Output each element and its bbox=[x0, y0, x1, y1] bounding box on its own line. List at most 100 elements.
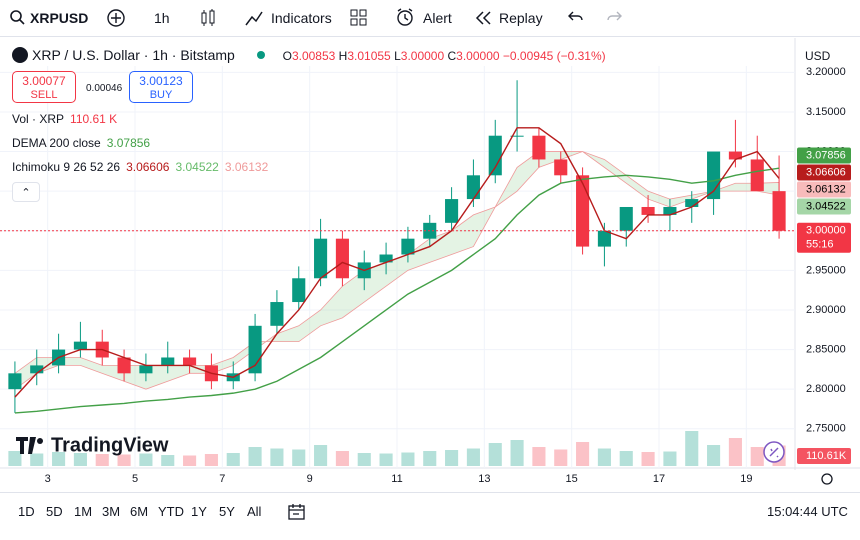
candle-body bbox=[335, 238, 349, 279]
watermark-text: TradingView bbox=[51, 434, 169, 456]
symbol[interactable]: XRPUSD bbox=[30, 10, 89, 26]
candle-body bbox=[8, 373, 22, 390]
sell-label: SELL bbox=[30, 89, 58, 101]
chart-type[interactable] bbox=[199, 8, 217, 28]
volume-bar bbox=[576, 442, 590, 466]
volume-bar bbox=[466, 448, 480, 466]
candle-body bbox=[117, 357, 131, 374]
indicator-value: 110.61 K bbox=[70, 112, 118, 126]
x-tick-label: 3 bbox=[45, 473, 51, 485]
y-tick-label: 2.80000 bbox=[806, 383, 846, 395]
volume-bar bbox=[30, 453, 44, 466]
candle-body bbox=[488, 135, 502, 176]
alert-icon[interactable] bbox=[395, 7, 415, 27]
currency[interactable]: USD bbox=[805, 49, 831, 63]
price-label: 3.06606 bbox=[806, 166, 846, 178]
y-tick-label: 2.95000 bbox=[806, 264, 846, 276]
candle-body bbox=[772, 191, 786, 231]
x-tick-label: 9 bbox=[307, 473, 313, 485]
header-title: XRP / U.S. Dollar · 1h · Bitstamp bbox=[32, 47, 235, 63]
indicator-name: Vol · XRP bbox=[12, 112, 65, 126]
watermark-logo-dot bbox=[37, 438, 43, 444]
volume-bar bbox=[707, 445, 721, 466]
y-tick-label: 3.15000 bbox=[806, 106, 846, 118]
replay-button[interactable]: Replay bbox=[499, 10, 543, 26]
o-label: O bbox=[282, 49, 292, 63]
volume-bar bbox=[597, 448, 611, 466]
redo[interactable] bbox=[605, 9, 623, 25]
indicator-value: 3.06132 bbox=[224, 160, 269, 174]
candle-body bbox=[30, 365, 44, 374]
volume-bar bbox=[117, 454, 131, 466]
candle-body bbox=[183, 357, 197, 366]
candle-body bbox=[161, 357, 175, 366]
buy-label: BUY bbox=[149, 89, 173, 101]
candle-body bbox=[314, 238, 328, 279]
indicators-icon[interactable] bbox=[244, 8, 264, 28]
price-label-box bbox=[797, 198, 851, 215]
volume-bar bbox=[510, 440, 524, 466]
range-button[interactable]: 1M bbox=[74, 504, 93, 519]
candle-body bbox=[663, 206, 677, 215]
date-range-icon[interactable] bbox=[287, 502, 307, 522]
volume-bar bbox=[445, 450, 459, 466]
range-button[interactable]: All bbox=[247, 504, 262, 519]
range-button[interactable]: 3M bbox=[102, 504, 121, 519]
volume-label-box bbox=[797, 448, 851, 464]
undo[interactable] bbox=[567, 9, 585, 25]
c-label: C bbox=[447, 49, 457, 63]
volume-bar bbox=[401, 452, 415, 466]
x-tick-label: 13 bbox=[478, 473, 490, 485]
settings-icon[interactable] bbox=[821, 473, 833, 485]
volume-bar bbox=[292, 449, 306, 466]
volume-bar bbox=[379, 453, 393, 466]
x-tick-label: 5 bbox=[132, 473, 138, 485]
range-button[interactable]: 6M bbox=[130, 504, 149, 519]
indicator-line bbox=[14, 127, 780, 398]
market-status bbox=[256, 51, 265, 59]
range-button[interactable]: 1D bbox=[18, 504, 35, 519]
indicator-value: 3.04522 bbox=[175, 160, 219, 174]
range-button[interactable]: 5Y bbox=[219, 504, 235, 519]
volume-bar bbox=[248, 447, 262, 466]
chart-background bbox=[0, 38, 860, 490]
candle-body bbox=[401, 238, 415, 255]
change: −0.00945 (−0.31%) bbox=[502, 49, 606, 63]
volume-bar bbox=[641, 452, 655, 466]
volume-bar bbox=[554, 449, 568, 466]
indicators-button[interactable]: Indicators bbox=[271, 10, 332, 26]
volume-bar bbox=[8, 451, 22, 466]
watermark: TradingView bbox=[16, 434, 169, 456]
toolbar: XRPUSD 1h Indicators Alert Replay bbox=[0, 0, 860, 37]
candle-body bbox=[379, 254, 393, 263]
range-button[interactable]: YTD bbox=[158, 504, 184, 519]
volume-bar bbox=[270, 448, 284, 466]
replay-icon[interactable] bbox=[474, 10, 492, 26]
y-tick-label: 3.20000 bbox=[806, 66, 846, 78]
range-button[interactable]: 5D bbox=[46, 504, 63, 519]
price-label-box bbox=[797, 147, 851, 164]
volume-bar bbox=[750, 447, 764, 466]
volume-bar bbox=[161, 455, 175, 466]
volume-bar bbox=[532, 447, 546, 466]
candle-body bbox=[728, 151, 742, 160]
price-label: 3.07856 bbox=[806, 149, 846, 161]
add-symbol[interactable] bbox=[106, 8, 126, 28]
indicator-ichimoku: Ichimoku 9 26 52 26 3.06606 3.04522 3.06132 bbox=[12, 160, 274, 174]
candle-body bbox=[73, 341, 87, 350]
layouts[interactable] bbox=[350, 9, 368, 27]
alert-button[interactable]: Alert bbox=[423, 10, 452, 26]
buy-button[interactable]: 3.00123 BUY bbox=[129, 71, 193, 103]
interval[interactable]: 1h bbox=[154, 10, 170, 26]
l-value: 3.00000 bbox=[400, 49, 445, 63]
price-label-box bbox=[797, 181, 851, 198]
volume-bar bbox=[488, 443, 502, 466]
volume-bar bbox=[52, 452, 66, 466]
sell-button[interactable]: 3.00077 SELL bbox=[12, 71, 76, 103]
c-value: 3.00000 bbox=[456, 49, 500, 63]
range-button[interactable]: 1Y bbox=[191, 504, 207, 519]
collapse-legend[interactable]: ⌃ bbox=[12, 182, 40, 202]
indicator-dema: DEMA 200 close 3.07856 bbox=[12, 136, 156, 150]
header: XRP / U.S. Dollar · 1h · Bitstamp O3.008… bbox=[12, 47, 606, 63]
indicator-line bbox=[14, 167, 780, 414]
